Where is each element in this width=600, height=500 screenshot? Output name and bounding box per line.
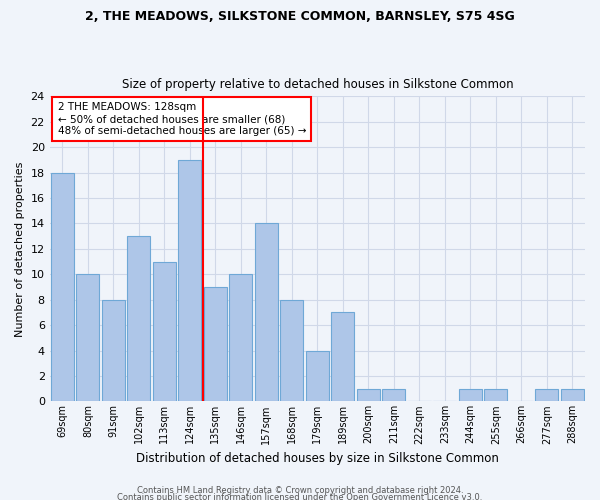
Bar	[561, 388, 584, 402]
Text: Contains HM Land Registry data © Crown copyright and database right 2024.: Contains HM Land Registry data © Crown c…	[137, 486, 463, 495]
Bar	[204, 287, 227, 402]
Bar	[382, 388, 405, 402]
Text: 2 THE MEADOWS: 128sqm
← 50% of detached houses are smaller (68)
48% of semi-deta: 2 THE MEADOWS: 128sqm ← 50% of detached …	[58, 102, 306, 136]
Bar	[357, 388, 380, 402]
Bar	[153, 262, 176, 402]
Bar	[484, 388, 507, 402]
Bar	[127, 236, 151, 402]
Bar	[280, 300, 304, 402]
Bar	[535, 388, 558, 402]
Bar	[178, 160, 202, 402]
Title: Size of property relative to detached houses in Silkstone Common: Size of property relative to detached ho…	[122, 78, 513, 91]
Bar	[306, 350, 329, 402]
X-axis label: Distribution of detached houses by size in Silkstone Common: Distribution of detached houses by size …	[136, 452, 499, 465]
Bar	[229, 274, 253, 402]
Bar	[51, 172, 74, 402]
Y-axis label: Number of detached properties: Number of detached properties	[15, 161, 25, 336]
Bar	[255, 224, 278, 402]
Bar	[102, 300, 125, 402]
Bar	[76, 274, 100, 402]
Bar	[459, 388, 482, 402]
Bar	[331, 312, 354, 402]
Text: Contains public sector information licensed under the Open Government Licence v3: Contains public sector information licen…	[118, 494, 482, 500]
Text: 2, THE MEADOWS, SILKSTONE COMMON, BARNSLEY, S75 4SG: 2, THE MEADOWS, SILKSTONE COMMON, BARNSL…	[85, 10, 515, 23]
